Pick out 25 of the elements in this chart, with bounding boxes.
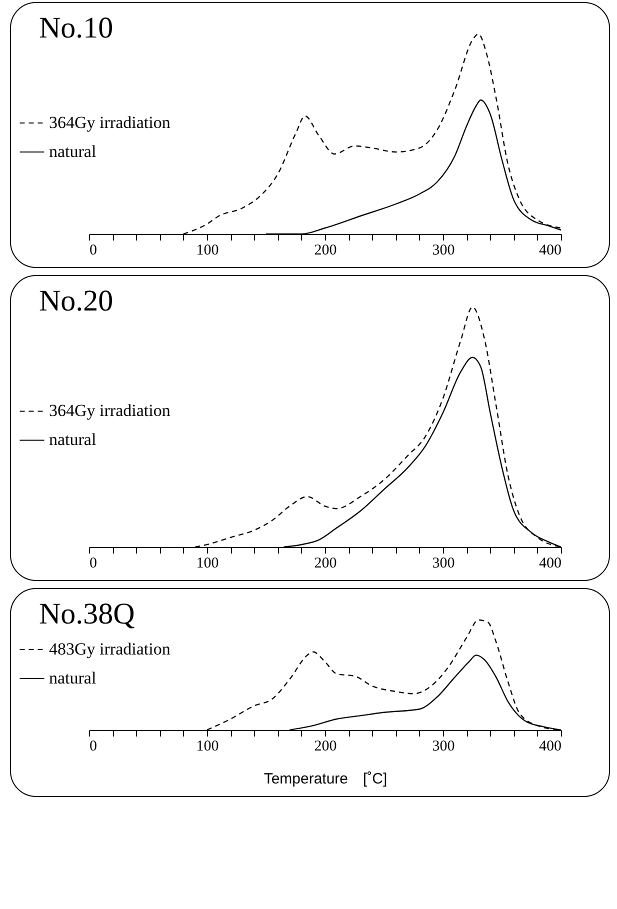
x-tick-label: 0 [90,242,97,258]
x-tick-label: 400 [539,738,562,754]
x-tick-label: 200 [314,556,337,572]
chart-title: No.10 [39,11,114,44]
x-tick-label: 0 [90,556,97,572]
x-tick-label: 100 [196,556,219,572]
legend-label: 483Gy irradiation [49,640,171,658]
chart-title: No.20 [39,284,114,318]
chart-title: No.38Q [39,597,136,630]
x-tick-label: 100 [196,242,219,258]
x-tick-label: 200 [314,242,337,258]
x-tick-label: 200 [314,738,337,754]
x-tick-label: 300 [432,738,455,754]
legend-label: natural [49,668,96,688]
x-tick-label: 400 [539,556,562,572]
legend-label: natural [49,430,96,450]
x-tick-label: 0 [90,738,97,754]
x-tick-label: 100 [196,738,219,754]
legend-label: 364Gy irradiation [49,113,171,132]
x-tick-label: 400 [539,242,562,258]
x-axis-title: Temperature [˚C] [264,770,388,788]
legend-label: natural [49,142,96,161]
x-tick-label: 300 [432,556,455,572]
x-tick-label: 300 [432,242,455,258]
legend-label: 364Gy irradiation [49,401,171,420]
